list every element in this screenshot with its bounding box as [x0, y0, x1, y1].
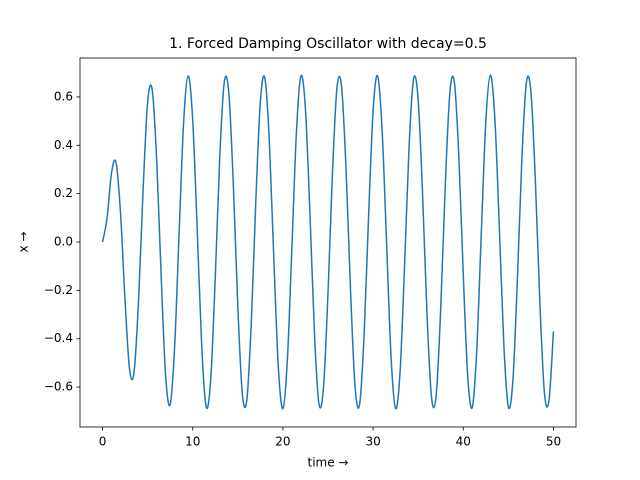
- x-tick-label: 10: [185, 435, 200, 449]
- x-tick-label: 40: [456, 435, 471, 449]
- y-tick-label: 0.2: [54, 186, 73, 200]
- y-tick-label: −0.4: [44, 331, 73, 345]
- y-tick-label: 0.6: [54, 89, 73, 103]
- x-tick-label: 0: [99, 435, 107, 449]
- chart-title: 1. Forced Damping Oscillator with decay=…: [169, 36, 487, 52]
- y-axis-label: x →: [17, 232, 31, 253]
- plot-frame: [79, 57, 577, 428]
- x-tick-label: 50: [546, 435, 561, 449]
- x-tick-label: 30: [365, 435, 380, 449]
- y-tick-label: −0.2: [44, 283, 73, 297]
- data-line: [101, 74, 555, 410]
- y-tick-label: 0.4: [54, 138, 73, 152]
- x-axis-label: time →: [308, 456, 349, 470]
- y-tick-label: −0.6: [44, 380, 73, 394]
- x-tick-label: 20: [275, 435, 290, 449]
- y-tick-label: 0.0: [54, 235, 73, 249]
